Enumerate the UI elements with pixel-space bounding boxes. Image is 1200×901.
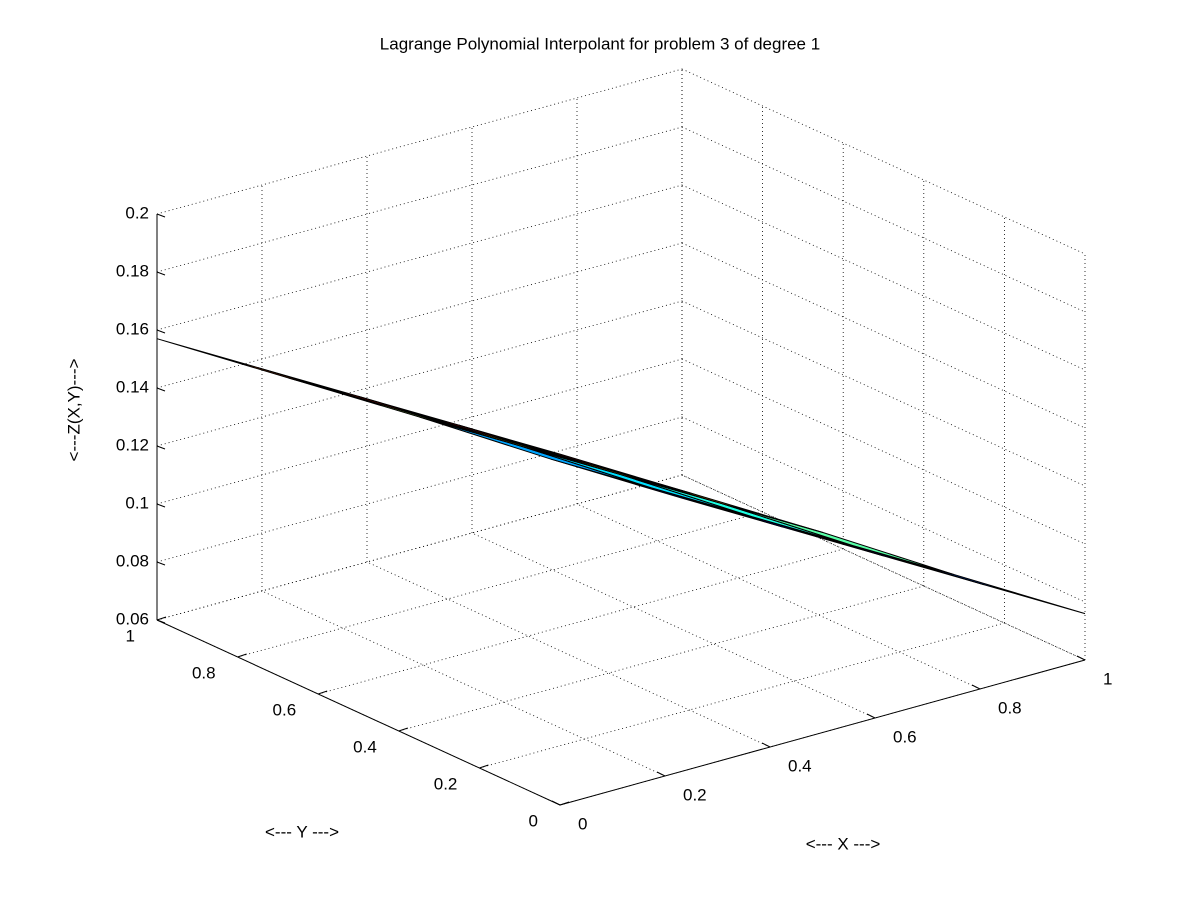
z-tick-label: 0.2 — [125, 203, 149, 222]
z-tick — [156, 213, 166, 218]
x-tick-label: 0.8 — [998, 698, 1022, 717]
y-tick — [318, 690, 328, 695]
grid-line — [681, 184, 1086, 371]
y-tick — [156, 616, 167, 621]
y-tick-label: 0 — [529, 811, 538, 830]
x-tick-label: 0.6 — [893, 727, 917, 746]
z-axis-label: <---Z(X,Y)---> — [64, 358, 83, 461]
x-tick-label: 0 — [578, 814, 587, 833]
y-tick-label: 0.4 — [353, 737, 377, 756]
x-tick — [761, 742, 771, 748]
grid-line — [576, 503, 981, 690]
grid-line — [681, 68, 1086, 255]
y-tick-label: 0.2 — [434, 774, 458, 793]
grid-line — [366, 561, 771, 748]
x-tick-label: 0.4 — [788, 756, 812, 775]
z-tick — [156, 619, 166, 624]
z-tick — [156, 271, 166, 276]
x-tick — [551, 800, 561, 806]
z-tick — [156, 387, 166, 392]
grid-line — [318, 548, 844, 695]
x-tick — [971, 684, 981, 690]
grid-line — [681, 358, 1086, 545]
grid-line — [156, 416, 683, 563]
grid-line — [156, 242, 683, 389]
x-tick — [656, 771, 666, 777]
grid-line — [156, 68, 683, 215]
y-axis-label: <--- Y ---> — [265, 822, 339, 841]
x-tick-label: 1 — [1103, 669, 1112, 688]
x-tick-label: 0.2 — [683, 785, 707, 804]
chart-title: Lagrange Polynomial Interpolant for prob… — [380, 34, 820, 53]
grid-line — [681, 242, 1086, 429]
z-tick-label: 0.12 — [116, 435, 149, 454]
z-tick — [156, 561, 166, 566]
surface-face — [721, 503, 954, 575]
y-axis-line — [156, 619, 561, 806]
y-tick — [559, 801, 570, 806]
grid-line — [398, 585, 924, 732]
grid-line — [237, 511, 763, 658]
y-tick — [479, 764, 489, 769]
z-tick-label: 0.18 — [116, 261, 149, 280]
z-tick — [156, 329, 166, 334]
grid-line — [471, 532, 876, 719]
z-tick-label: 0.16 — [116, 319, 149, 338]
x-tick — [1076, 655, 1086, 661]
surface-face — [459, 424, 692, 494]
grid-line — [681, 126, 1086, 313]
x-axis-label: <--- X ---> — [806, 834, 881, 853]
y-tick — [398, 727, 408, 732]
z-tick — [156, 445, 166, 450]
y-tick-label: 0.6 — [273, 700, 297, 719]
y-tick — [237, 653, 247, 658]
z-tick-label: 0.08 — [116, 551, 149, 570]
z-tick-label: 0.1 — [125, 493, 149, 512]
grid-line — [156, 184, 683, 331]
z-tick — [156, 503, 166, 508]
grid-line — [156, 126, 683, 273]
grid-line — [156, 300, 683, 447]
x-tick — [866, 713, 876, 719]
y-tick-label: 1 — [126, 626, 135, 645]
grid-line — [479, 622, 1005, 769]
y-tick-label: 0.8 — [192, 663, 216, 682]
grid-line — [261, 590, 666, 777]
z-tick-label: 0.06 — [116, 609, 149, 628]
grid-line — [681, 300, 1086, 487]
grid-line — [156, 358, 683, 505]
z-tick-label: 0.14 — [116, 377, 149, 396]
x-axis-line — [559, 659, 1086, 806]
grid-line — [156, 474, 683, 621]
